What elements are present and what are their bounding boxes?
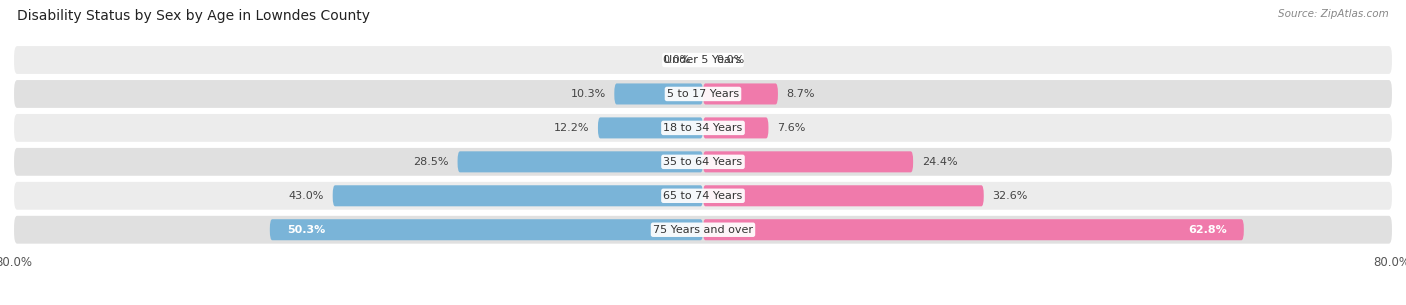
Text: 65 to 74 Years: 65 to 74 Years: [664, 191, 742, 201]
FancyBboxPatch shape: [703, 151, 912, 172]
Text: 75 Years and over: 75 Years and over: [652, 225, 754, 235]
Text: 10.3%: 10.3%: [571, 89, 606, 99]
Text: Under 5 Years: Under 5 Years: [665, 55, 741, 65]
Text: 32.6%: 32.6%: [993, 191, 1028, 201]
FancyBboxPatch shape: [333, 185, 703, 206]
FancyBboxPatch shape: [457, 151, 703, 172]
Text: Source: ZipAtlas.com: Source: ZipAtlas.com: [1278, 9, 1389, 19]
FancyBboxPatch shape: [14, 148, 1392, 176]
FancyBboxPatch shape: [14, 182, 1392, 210]
Text: 12.2%: 12.2%: [554, 123, 589, 133]
Text: 62.8%: 62.8%: [1188, 225, 1226, 235]
Text: 5 to 17 Years: 5 to 17 Years: [666, 89, 740, 99]
FancyBboxPatch shape: [14, 114, 1392, 142]
FancyBboxPatch shape: [14, 46, 1392, 74]
FancyBboxPatch shape: [703, 117, 769, 138]
Text: 18 to 34 Years: 18 to 34 Years: [664, 123, 742, 133]
Text: 28.5%: 28.5%: [413, 157, 449, 167]
Legend: Male, Female: Male, Female: [636, 302, 770, 305]
Text: 35 to 64 Years: 35 to 64 Years: [664, 157, 742, 167]
Text: 24.4%: 24.4%: [922, 157, 957, 167]
FancyBboxPatch shape: [614, 84, 703, 105]
Text: 7.6%: 7.6%: [778, 123, 806, 133]
FancyBboxPatch shape: [270, 219, 703, 240]
FancyBboxPatch shape: [14, 80, 1392, 108]
Text: 0.0%: 0.0%: [662, 55, 690, 65]
FancyBboxPatch shape: [598, 117, 703, 138]
FancyBboxPatch shape: [703, 84, 778, 105]
Text: 43.0%: 43.0%: [288, 191, 323, 201]
FancyBboxPatch shape: [14, 216, 1392, 244]
Text: 50.3%: 50.3%: [287, 225, 325, 235]
Text: 8.7%: 8.7%: [786, 89, 815, 99]
FancyBboxPatch shape: [703, 185, 984, 206]
Text: 0.0%: 0.0%: [716, 55, 744, 65]
FancyBboxPatch shape: [703, 219, 1244, 240]
Text: Disability Status by Sex by Age in Lowndes County: Disability Status by Sex by Age in Lownd…: [17, 9, 370, 23]
